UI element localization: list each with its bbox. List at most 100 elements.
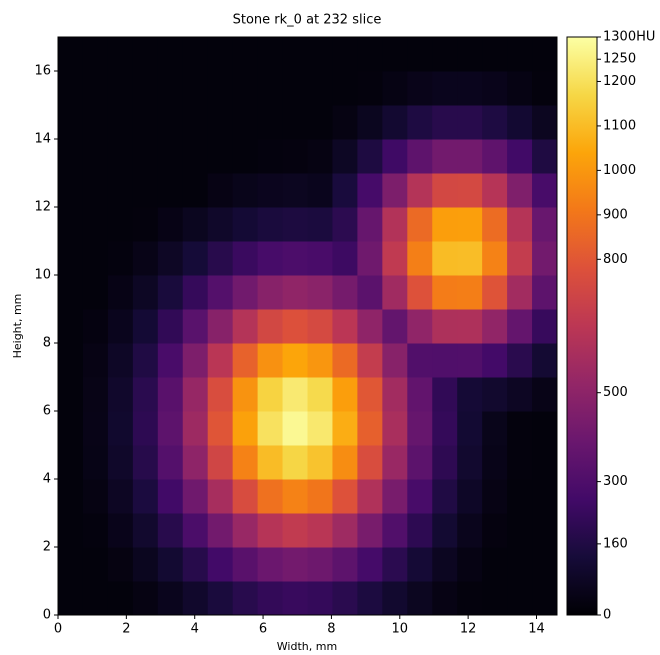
heat-cell <box>382 479 407 514</box>
heat-cell <box>532 547 557 582</box>
heat-cell <box>382 343 407 378</box>
heat-cell <box>58 411 83 446</box>
heat-cell <box>432 37 457 72</box>
heat-cell <box>308 547 333 582</box>
heat-cell <box>532 37 557 72</box>
heat-cell <box>357 309 382 344</box>
heat-cell <box>432 207 457 242</box>
heat-cell <box>407 581 432 616</box>
heat-cell <box>108 479 133 514</box>
heat-cell <box>158 581 183 616</box>
heat-cell <box>108 513 133 548</box>
heat-cell <box>332 513 357 548</box>
heat-cell <box>283 309 308 344</box>
heat-cell <box>183 105 208 140</box>
heat-cell <box>158 513 183 548</box>
heat-cell <box>432 173 457 208</box>
heat-cell <box>233 207 258 242</box>
heat-cell <box>208 581 233 616</box>
heat-cell <box>83 37 108 72</box>
heat-cell <box>332 173 357 208</box>
heat-cell <box>357 343 382 378</box>
heat-cell <box>58 37 83 72</box>
heat-cell <box>482 581 507 616</box>
heat-cell <box>357 547 382 582</box>
heat-cell <box>133 241 158 276</box>
heat-cell <box>108 275 133 310</box>
heat-cell <box>482 241 507 276</box>
colorbar-tick-label: 300 <box>603 474 628 489</box>
heat-cell <box>482 479 507 514</box>
heat-cell <box>357 479 382 514</box>
heat-cell <box>183 581 208 616</box>
heat-cell <box>407 71 432 106</box>
heat-cell <box>83 377 108 412</box>
y-tick-label: 0 <box>43 608 51 623</box>
heat-cell <box>233 479 258 514</box>
heat-cell <box>108 71 133 106</box>
heat-cell <box>332 479 357 514</box>
heat-cell <box>407 105 432 140</box>
heat-cell <box>133 581 158 616</box>
heat-cell <box>283 445 308 480</box>
heat-cell <box>332 37 357 72</box>
heat-cell <box>382 547 407 582</box>
heat-cell <box>208 241 233 276</box>
heat-cell <box>432 479 457 514</box>
heat-cell <box>482 309 507 344</box>
heat-cell <box>283 411 308 446</box>
heat-cell <box>208 173 233 208</box>
heat-cell <box>357 241 382 276</box>
heat-cell <box>233 581 258 616</box>
y-tick-label: 14 <box>34 132 51 147</box>
y-tick-label: 16 <box>34 64 51 79</box>
heat-cell <box>133 71 158 106</box>
heat-cell <box>532 275 557 310</box>
y-tick-label: 10 <box>34 268 51 283</box>
heat-cell <box>532 71 557 106</box>
heat-cell <box>233 139 258 174</box>
y-tick-label: 12 <box>34 200 51 215</box>
heat-cell <box>258 207 283 242</box>
heat-cell <box>457 71 482 106</box>
colorbar-tick-label: 1200 <box>603 74 636 89</box>
heat-cell <box>133 173 158 208</box>
heat-cell <box>208 275 233 310</box>
x-tick-label: 14 <box>528 622 545 637</box>
heat-cell <box>432 513 457 548</box>
heat-cell <box>158 37 183 72</box>
heat-cell <box>183 309 208 344</box>
heat-cell <box>283 479 308 514</box>
heat-cell <box>407 275 432 310</box>
heat-cell <box>457 445 482 480</box>
heat-cell <box>482 173 507 208</box>
heat-cell <box>158 445 183 480</box>
heat-cell <box>58 105 83 140</box>
heat-cell <box>133 513 158 548</box>
heat-cell <box>133 37 158 72</box>
heat-cell <box>208 377 233 412</box>
heat-cell <box>108 309 133 344</box>
heat-cell <box>283 377 308 412</box>
heat-cell <box>507 71 532 106</box>
heat-cell <box>432 71 457 106</box>
heat-cell <box>308 207 333 242</box>
heat-cell <box>83 139 108 174</box>
heat-cell <box>507 411 532 446</box>
heat-cell <box>83 309 108 344</box>
heat-cell <box>482 377 507 412</box>
y-axis-label: Height, mm <box>11 294 24 359</box>
heat-cell <box>58 581 83 616</box>
chart: Stone rk_0 at 232 slice Width, mm Height… <box>0 0 660 655</box>
heat-cell <box>83 71 108 106</box>
heat-cell <box>382 71 407 106</box>
heat-cell <box>83 479 108 514</box>
heat-cell <box>183 411 208 446</box>
heat-cell <box>532 241 557 276</box>
heat-cell <box>283 71 308 106</box>
heat-cell <box>258 513 283 548</box>
heat-cell <box>283 241 308 276</box>
heat-cell <box>332 139 357 174</box>
heat-cell <box>283 37 308 72</box>
heat-cell <box>482 207 507 242</box>
